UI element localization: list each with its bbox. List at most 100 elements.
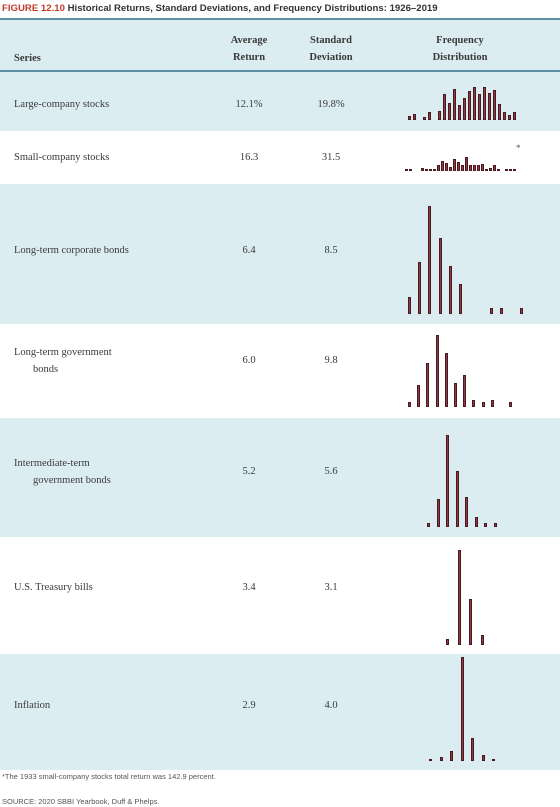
histogram-bar [489, 168, 492, 171]
histogram-bar [426, 363, 430, 407]
histogram-bar [443, 94, 446, 120]
histogram-bar [481, 754, 485, 761]
histogram-bar [520, 307, 524, 314]
histogram-bar [418, 262, 422, 314]
histogram-bar [446, 435, 449, 527]
histogram-bar [473, 164, 476, 171]
histogram-bar [490, 400, 494, 407]
histogram-bar [421, 168, 424, 171]
table-row: Long-term government bonds 6.0 9.8 [0, 324, 560, 418]
histogram-bar [446, 638, 449, 645]
frequency-distribution [408, 206, 530, 314]
histogram-bar [429, 758, 432, 761]
series-name: Intermediate-term [14, 458, 90, 469]
header-std-dev-line1: Standard [309, 35, 352, 46]
header-series: Series [14, 53, 41, 64]
histogram-bar [477, 164, 480, 171]
histogram-bar [465, 156, 468, 171]
histogram-bar [492, 758, 495, 761]
histogram-bar [448, 266, 452, 314]
histogram-bar [468, 90, 471, 120]
histogram-bar [457, 550, 461, 645]
standard-deviation: 3.1 [324, 582, 338, 593]
frequency-distribution [446, 544, 492, 645]
table-header-row: Series Average Return Standard Deviation… [0, 20, 560, 70]
histogram-bar [437, 165, 440, 171]
histogram-bar [453, 158, 456, 171]
histogram-bar [460, 657, 464, 761]
histogram-bar [472, 400, 476, 407]
average-return: 6.4 [242, 245, 256, 256]
standard-deviation: 9.8 [324, 355, 338, 366]
standard-deviation: 8.5 [324, 245, 338, 256]
histogram-bar [438, 238, 442, 314]
histogram-bar [445, 163, 448, 171]
header-std-dev-line2: Deviation [309, 52, 353, 63]
histogram-bar [408, 296, 411, 314]
histogram-bar [459, 283, 462, 314]
histogram-bar [480, 634, 484, 645]
histogram-bar [453, 88, 456, 120]
histogram-bar [429, 169, 432, 171]
frequency-distribution [429, 657, 503, 761]
histogram-bar [503, 112, 506, 120]
histogram-bar [474, 517, 478, 527]
histogram-bar [457, 161, 460, 171]
histogram-bar [513, 169, 516, 171]
histogram-bar [509, 401, 513, 407]
histogram-bar [488, 93, 491, 120]
table-row: Intermediate-term government bonds 5.2 5.6 [0, 418, 560, 537]
histogram-bar [463, 98, 466, 120]
histogram-bar [478, 94, 481, 120]
series-name: Small-company stocks [14, 152, 110, 163]
histogram-bar [425, 169, 428, 171]
figure-number: FIGURE 12.10 [2, 3, 65, 14]
figure-title: FIGURE 12.10 Historical Returns, Standar… [2, 0, 558, 18]
standard-deviation: 19.8% [317, 99, 345, 110]
figure-title-text: Historical Returns, Standard Deviations,… [67, 3, 438, 14]
header-frequency-line1: Frequency [436, 35, 484, 46]
table-row: Inflation 2.9 4.0 [0, 654, 560, 770]
histogram-bar [493, 165, 496, 171]
returns-table: Series Average Return Standard Deviation… [0, 18, 560, 770]
average-return: 6.0 [242, 355, 256, 366]
histogram-bar [441, 160, 444, 171]
histogram-bar [405, 169, 408, 171]
table-row: Large-company stocks 12.1% 19.8% [0, 72, 560, 131]
table-row: Long-term corporate bonds 6.4 8.5 [0, 184, 560, 324]
histogram-bar [444, 353, 448, 407]
table-row: Small-company stocks 16.3 31.5 * [0, 131, 560, 184]
histogram-bar [493, 89, 496, 120]
standard-deviation: 5.6 [324, 466, 338, 477]
header-top-rule [0, 18, 560, 20]
histogram-bar [438, 111, 441, 120]
histogram-bar [498, 103, 501, 120]
frequency-distribution [408, 323, 518, 407]
histogram-bar [436, 499, 440, 527]
table-row: U.S. Treasury bills 3.4 3.1 [0, 537, 560, 654]
histogram-bar [428, 112, 431, 120]
header-frequency-line2: Distribution [432, 52, 488, 63]
source-note: SOURCE: 2020 SBBI Yearbook, Duff & Phelp… [2, 797, 160, 806]
histogram-bar [463, 375, 467, 407]
header-avg-return-line1: Average [230, 35, 268, 46]
histogram-bar [473, 86, 476, 120]
average-return: 5.2 [242, 466, 256, 477]
histogram-bar [433, 168, 436, 171]
series-name: Inflation [14, 700, 51, 711]
average-return: 16.3 [239, 152, 259, 163]
histogram-bar [505, 169, 508, 171]
average-return: 2.9 [242, 700, 256, 711]
header-avg-return-line2: Return [232, 52, 266, 63]
standard-deviation: 31.5 [321, 152, 341, 163]
histogram-bar [508, 114, 511, 120]
histogram-bar [450, 750, 453, 761]
histogram-bar [417, 385, 421, 407]
series-name: Long-term government [14, 347, 112, 358]
histogram-bar [509, 169, 512, 171]
histogram-bar [484, 523, 487, 527]
histogram-bar [408, 115, 411, 120]
histogram-bar [435, 334, 439, 407]
histogram-bar [408, 401, 411, 407]
series-name: U.S. Treasury bills [14, 582, 93, 593]
